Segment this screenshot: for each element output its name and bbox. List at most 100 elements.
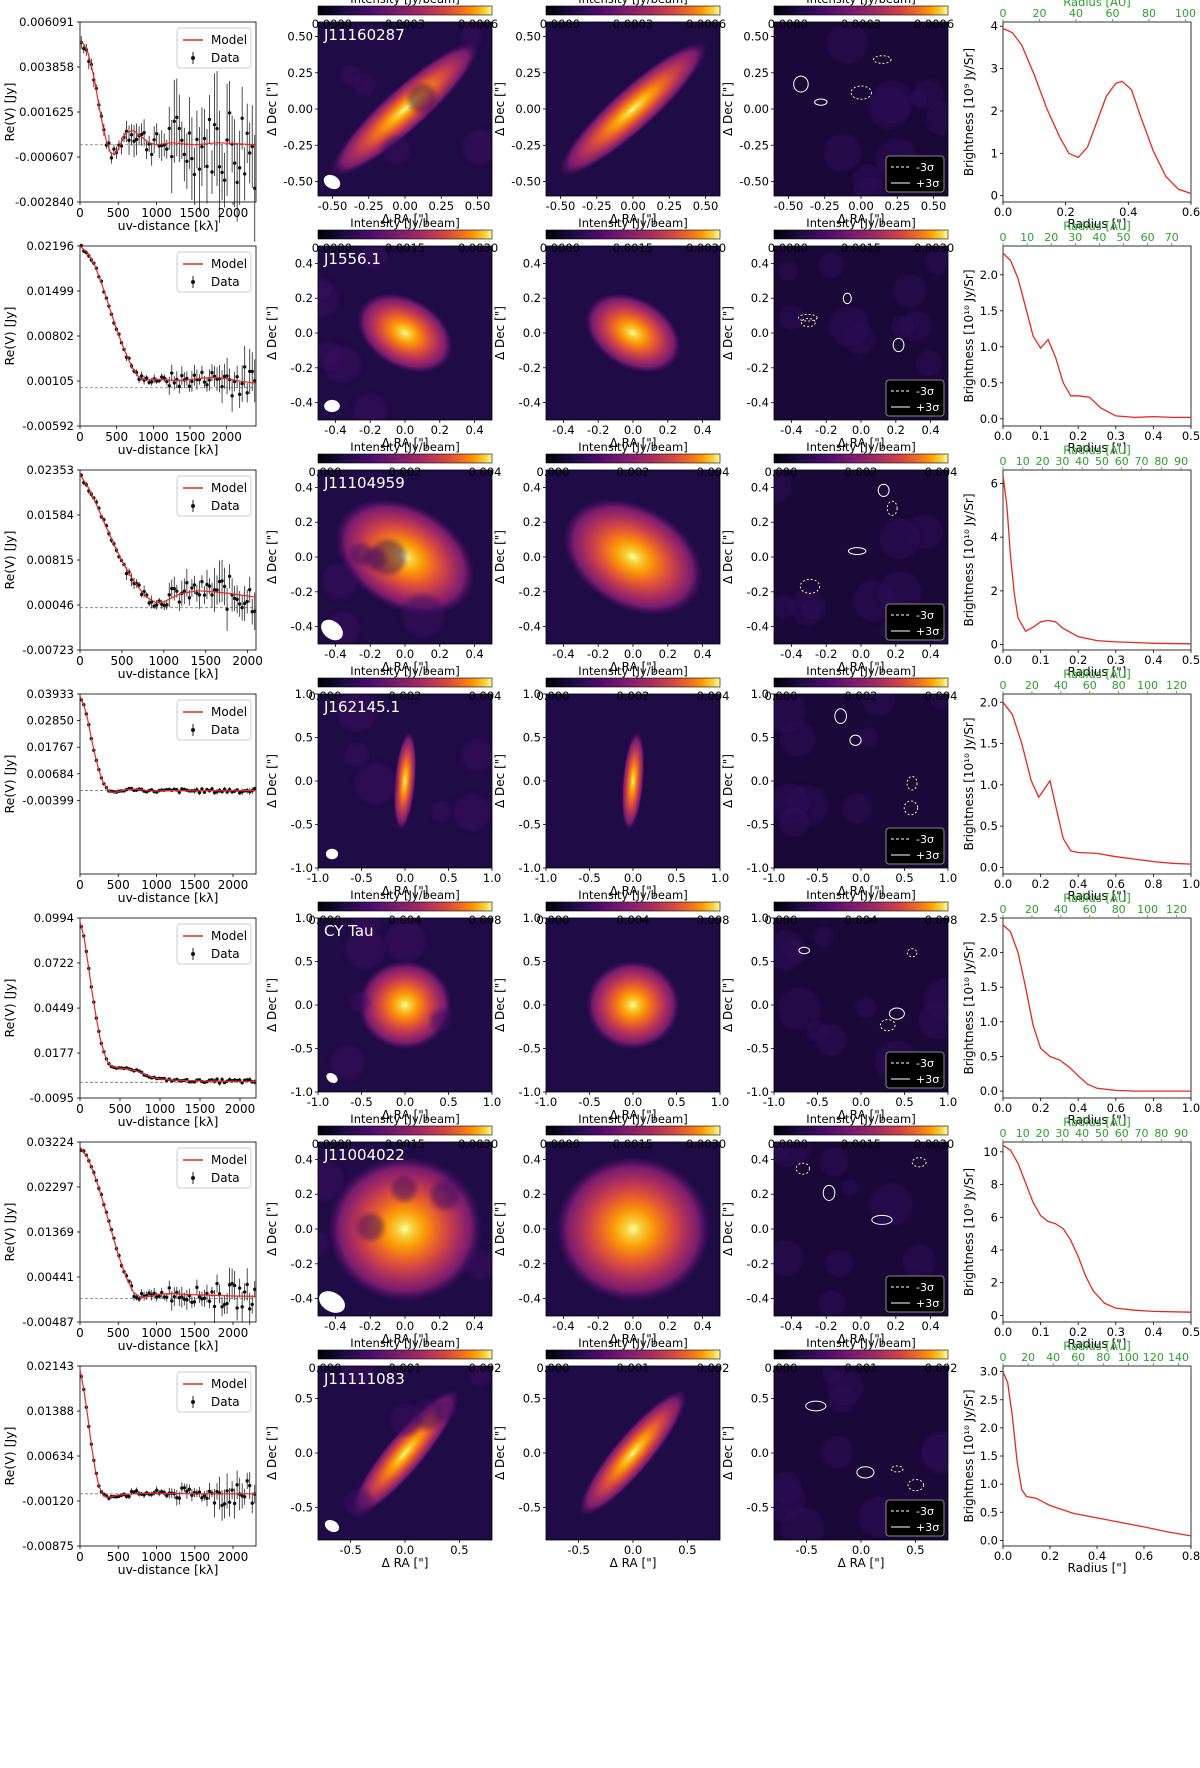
data-point [237, 602, 242, 606]
source-name: CY Tau [324, 922, 374, 940]
y-tick-label: 0.5 [980, 1049, 998, 1063]
x-tick-label: 0.0 [396, 647, 414, 661]
data-point [225, 607, 229, 611]
visibility-legend: Model Data [176, 923, 252, 965]
data-point [245, 391, 249, 395]
top-tick-label: 60 [1115, 1127, 1129, 1140]
residual-noise-blob [921, 1434, 948, 1475]
top-tick-label: 0 [1000, 679, 1007, 692]
x-tick-label: 1.0 [483, 1095, 501, 1109]
data-point [205, 1291, 209, 1296]
x-tick-label: 0.2 [1031, 1101, 1049, 1115]
data-point [170, 1299, 174, 1303]
noise-blob [401, 594, 445, 638]
y-tick-label: 0.0449 [34, 1001, 74, 1015]
data-point [192, 373, 197, 377]
legend-model-label: Model [211, 257, 247, 271]
top-tick-label: 100 [1137, 903, 1158, 916]
x-tick-label: 0.0 [624, 1095, 642, 1109]
top-tick-label: 20 [1044, 231, 1058, 244]
residual-noise-blob [801, 599, 821, 620]
x-tick-label: 1.0 [1182, 877, 1200, 891]
x-tick-label: 1000 [145, 1102, 176, 1116]
colorbar-tick-label: 0.0015 [841, 1137, 881, 1151]
x-tick-label: -0.50 [774, 199, 804, 213]
colorbar-label: Intensity [Jy/beam] [806, 440, 915, 454]
x-tick-label: 0 [76, 1550, 84, 1564]
legend-data-label: Data [211, 51, 240, 65]
x-tick-label: -0.5 [806, 871, 828, 885]
colorbar-tick-label: 0.0015 [613, 241, 653, 255]
y-tick-label: 0.5 [751, 731, 769, 745]
legend-box [176, 699, 252, 741]
source-name: J11111083 [323, 1370, 405, 1388]
colorbar [773, 1349, 949, 1360]
data-point [242, 1495, 247, 1499]
top-tick-label: 80 [1112, 903, 1126, 916]
source-name: J11104959 [323, 474, 405, 492]
y-tick-label: 0.25 [515, 66, 541, 80]
observed-image-panel: J11160287 Intensity [Jy/beam] 0.0000 0.0003… [265, 0, 498, 226]
image-x-label: Δ RA ["] [610, 884, 657, 898]
x-tick-label: 0.6 [1107, 1101, 1125, 1115]
colorbar [545, 1349, 721, 1360]
profile-top-label: Radius [AU] [1063, 1115, 1130, 1129]
data-point [245, 131, 249, 136]
x-tick-label: -0.2 [815, 423, 837, 437]
negative-contour [906, 776, 918, 791]
x-tick-label: 0.2 [431, 423, 449, 437]
colorbar-tick-label: 0.0030 [914, 1137, 954, 1151]
residual-noise-blob [774, 694, 807, 733]
y-tick-label: 0.02297 [26, 1180, 74, 1194]
x-tick-label: -0.4 [552, 1319, 574, 1333]
data-point [200, 145, 204, 149]
x-tick-label: 0 [76, 430, 84, 444]
legend-data-swatch [191, 56, 195, 60]
data-point [127, 1494, 131, 1499]
contour-legend-neg-label: -3σ [916, 1057, 934, 1070]
y-tick-label: -0.5 [519, 1042, 541, 1056]
x-tick-label: 0.4 [1088, 1549, 1106, 1563]
colorbar [545, 677, 721, 688]
noise-blob [461, 738, 492, 772]
x-tick-label: -0.2 [587, 423, 609, 437]
x-tick-label: 0.50 [921, 199, 947, 213]
colorbar-tick-label: 0.002 [617, 465, 650, 479]
data-point [139, 1291, 144, 1296]
x-tick-label: 1.0 [483, 871, 501, 885]
top-tick-label: 120 [1166, 903, 1187, 916]
top-tick-label: 0 [1000, 231, 1007, 244]
model-line [79, 245, 257, 384]
visibility-data-points [79, 243, 257, 412]
beam-ellipse [324, 1519, 340, 1533]
profile-x-label: Radius ["] [1068, 889, 1127, 903]
x-tick-label: 500 [107, 1550, 130, 1564]
y-tick-label: 0.0 [751, 1222, 769, 1236]
image-body: -3σ+3σ [774, 1366, 948, 1540]
y-tick-label: -0.2 [747, 585, 769, 599]
data-point [205, 582, 209, 587]
source-emission [555, 1156, 711, 1302]
profile-y-label: Brightness [10⁹ Jy/Sr] [962, 1168, 976, 1296]
contour-legend-pos-label: +3σ [916, 401, 939, 414]
x-tick-label: -0.2 [359, 1319, 381, 1333]
model-image-panel: Intensity [Jy/beam] 0.000 0.004 0.008 -1.0-1… [493, 888, 730, 1122]
data-point [197, 593, 202, 597]
noise-blob [318, 277, 332, 301]
visibility-x-label: uv-distance [kλ] [118, 442, 219, 457]
source-emission [562, 498, 704, 616]
positive-contour [892, 337, 905, 353]
top-tick-label: 20 [1021, 1351, 1035, 1364]
noise-blob [453, 793, 491, 831]
y-tick-label: 1.0 [751, 687, 769, 701]
colorbar-tick-label: 0.0030 [458, 1137, 498, 1151]
y-tick-label: -1.0 [747, 861, 769, 875]
data-point [237, 1286, 242, 1290]
colorbar-tick-label: 0.0000 [768, 17, 808, 31]
data-point [175, 589, 179, 593]
colorbar-tick-label: 0.000 [308, 1361, 341, 1375]
residual-noise-blob [924, 978, 948, 1021]
colorbar-label: Intensity [Jy/beam] [578, 440, 687, 454]
data-point [207, 1299, 212, 1303]
